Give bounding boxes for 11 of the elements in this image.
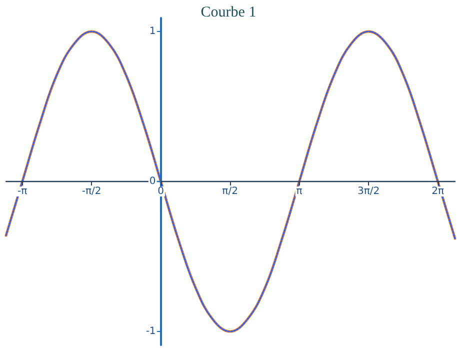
chart-title: Courbe 1 <box>200 4 256 20</box>
x-tick-label: -π/2 <box>82 186 102 197</box>
x-tick-label: -π <box>18 186 28 197</box>
x-tick-label: 3π/2 <box>357 186 380 197</box>
x-tick-label: 2π <box>432 186 444 197</box>
y-tick-label: 0 <box>149 176 156 187</box>
x-tick-label: 0 <box>158 186 164 197</box>
x-tick-label: π <box>296 186 302 197</box>
x-tick-label: π/2 <box>222 186 238 197</box>
y-tick-label: -1 <box>146 326 156 337</box>
y-tick-label: 1 <box>149 26 156 37</box>
